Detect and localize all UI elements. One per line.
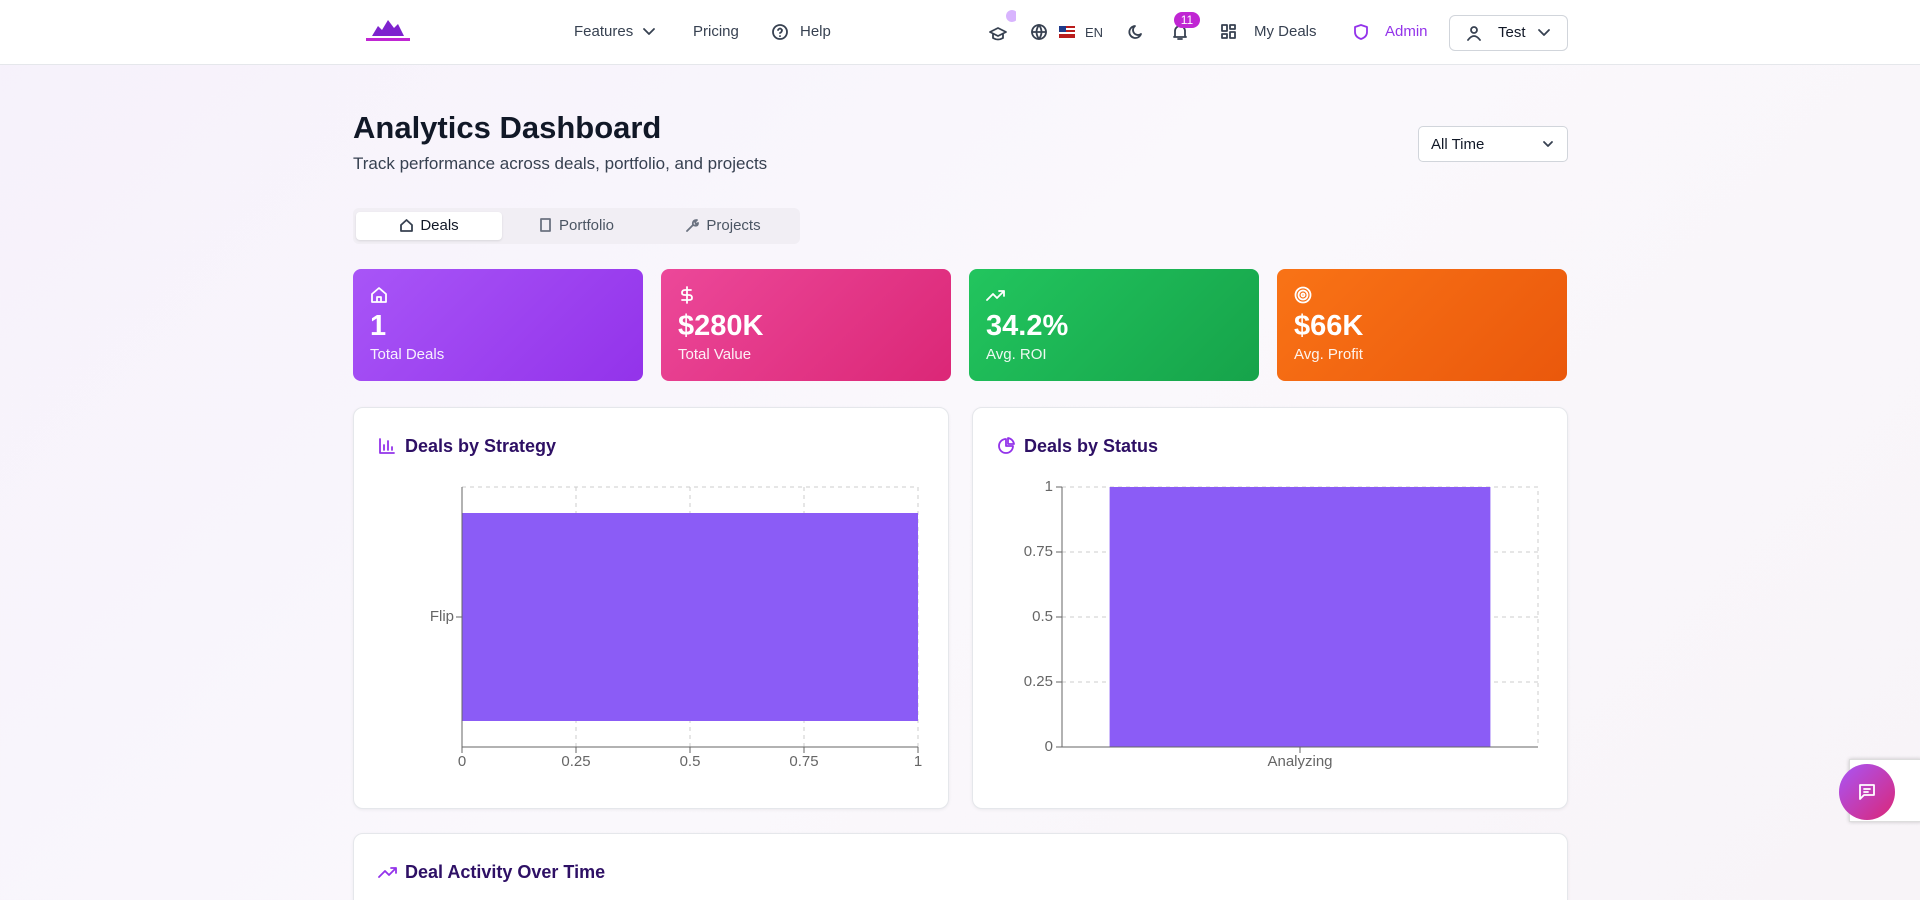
notification-badge: 11 — [1174, 12, 1200, 28]
home-icon — [400, 219, 414, 232]
learn-icon[interactable] — [988, 8, 1016, 42]
tab-label: Deals — [420, 217, 459, 234]
chart-icon — [379, 438, 395, 454]
period-select[interactable]: All Time — [1418, 126, 1568, 162]
chevron — [1543, 141, 1553, 147]
stat-card: 34.2% Avg. ROI — [969, 269, 1259, 381]
chart-title: Deals by Strategy — [405, 436, 557, 456]
stat-label: Avg. ROI — [986, 346, 1047, 363]
nav-link[interactable]: Help — [800, 23, 831, 40]
page-title: Analytics Dashboard — [353, 110, 662, 145]
stat-icon — [1294, 286, 1312, 304]
tab[interactable]: Portfolio — [503, 212, 649, 240]
shield-icon — [1354, 24, 1368, 40]
tab-bar: Deals Portfolio Projects — [353, 208, 800, 244]
top-nav: Features Pricing Help EN 11 My Deals Adm… — [0, 0, 1920, 65]
stat-icon — [986, 290, 1005, 301]
trend-icon — [378, 867, 397, 878]
stat-label: Total Value — [678, 346, 752, 363]
language[interactable]: EN — [1085, 25, 1104, 40]
chart-icon — [998, 437, 1015, 454]
wrench-icon — [686, 219, 700, 232]
chart-title: Deals by Status — [1024, 436, 1159, 456]
theme-icon[interactable] — [1127, 23, 1145, 41]
user-icon — [1467, 26, 1481, 41]
chat-icon — [1859, 784, 1875, 800]
tab-label: Projects — [706, 217, 761, 234]
activity-card: Deal Activity Over Time — [353, 833, 1568, 900]
admin-link[interactable]: Admin — [1385, 23, 1428, 40]
stat-value: $280K — [678, 310, 764, 342]
nav-link[interactable]: Pricing — [693, 23, 739, 40]
tab[interactable]: Projects — [650, 212, 796, 240]
help-icon — [772, 24, 788, 40]
user-name: Test — [1498, 24, 1526, 41]
stat-value: $66K — [1294, 310, 1364, 342]
page-subtitle: Track performance across deals, portfoli… — [353, 154, 768, 173]
stat-card: $66K Avg. Profit — [1277, 269, 1567, 381]
stat-icon — [681, 286, 693, 304]
stat-value: 1 — [370, 310, 387, 342]
tab[interactable]: Deals — [356, 212, 502, 240]
chevron — [1538, 29, 1550, 36]
tab-label: Portfolio — [558, 217, 615, 234]
deals-icon — [1221, 24, 1236, 39]
stat-icon — [371, 287, 387, 303]
building-icon — [540, 218, 551, 232]
chart-card: Deals by Status — [972, 407, 1568, 809]
user-menu[interactable]: Test — [1449, 15, 1568, 51]
activity-title: Deal Activity Over Time — [405, 862, 606, 882]
stat-card: $280K Total Value — [661, 269, 951, 381]
stat-label: Total Deals — [370, 346, 445, 363]
nav-link[interactable]: Features — [574, 23, 634, 40]
stat-value: 34.2% — [986, 310, 1069, 342]
chevron — [643, 28, 655, 35]
stat-label: Avg. Profit — [1294, 346, 1363, 363]
chart-card: Deals by Strategy — [353, 407, 949, 809]
chat-button[interactable] — [1839, 764, 1895, 820]
logo[interactable] — [364, 14, 412, 44]
stat-card: 1 Total Deals — [353, 269, 643, 381]
nav-link[interactable]: My Deals — [1254, 23, 1317, 40]
period-value: All Time — [1431, 136, 1485, 153]
globe-icon[interactable] — [1030, 23, 1048, 41]
flag-icon — [1059, 26, 1075, 38]
